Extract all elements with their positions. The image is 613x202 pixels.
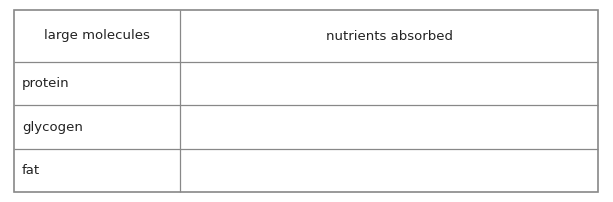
Text: nutrients absorbed: nutrients absorbed [326, 29, 453, 42]
Text: glycogen: glycogen [22, 121, 83, 134]
Text: large molecules: large molecules [44, 29, 150, 42]
Text: fat: fat [22, 164, 40, 177]
Text: protein: protein [22, 77, 70, 90]
